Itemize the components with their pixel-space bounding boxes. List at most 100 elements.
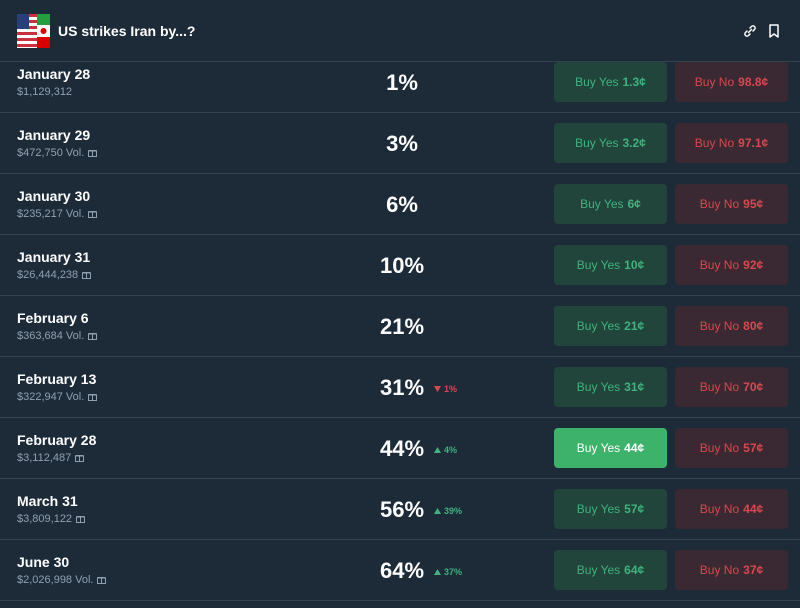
outcome-row: March 31 $3,809,122 56% 39% Buy Yes 57¢ Buy No… [0, 479, 800, 540]
button-price: 97.1¢ [738, 136, 769, 150]
reward-icon [88, 333, 98, 340]
probability: 64% [379, 558, 425, 583]
button-label: Buy Yes [576, 441, 621, 455]
probability: 6% [386, 192, 418, 217]
buy-yes-button[interactable]: Buy Yes 6¢ [554, 184, 667, 224]
volume-text: $1,129,312 [17, 86, 73, 98]
volume-text: $3,112,487 [17, 452, 72, 464]
outcome-row: January 28 $1,129,312 1% Buy Yes 1.3¢ Buy No 9… [0, 52, 800, 113]
outcome-row: February 28 $3,112,487 44% 4% Buy Yes 44¢ Buy … [0, 418, 800, 479]
button-label: Buy Yes [576, 319, 621, 333]
outcome-date: March 31 [17, 493, 78, 509]
outcome-date: January 28 [17, 66, 91, 82]
outcome-date: January 30 [17, 188, 91, 204]
button-label: Buy Yes [576, 380, 621, 394]
outcome-date: January 31 [17, 249, 91, 265]
button-price: 3.2¢ [622, 136, 646, 150]
link-button[interactable] [742, 23, 758, 39]
probability-change: 39% [434, 506, 462, 516]
outcome-date: February 28 [17, 432, 97, 448]
outcome-row: January 30 $235,217 Vol. 6% Buy Yes 6¢ Buy No… [0, 174, 800, 235]
button-price: 44¢ [743, 502, 764, 516]
buy-no-button[interactable]: Buy No 44¢ [675, 489, 788, 529]
probability-change: 37% [434, 567, 462, 577]
reward-icon [82, 272, 92, 279]
button-price: 70¢ [743, 380, 764, 394]
reward-icon [88, 394, 98, 401]
buy-yes-button[interactable]: Buy Yes 21¢ [554, 306, 667, 346]
probability: 1% [386, 70, 418, 95]
buy-yes-button[interactable]: Buy Yes 10¢ [554, 245, 667, 285]
volume-text: $322,947 Vol. [17, 391, 85, 403]
button-price: 92¢ [743, 258, 764, 272]
button-price: 64¢ [624, 563, 645, 577]
probability-change: 1% [434, 384, 457, 394]
buy-yes-button[interactable]: Buy Yes 44¢ [554, 428, 667, 468]
button-price: 31¢ [624, 380, 645, 394]
button-price: 1.3¢ [622, 75, 646, 89]
button-price: 57¢ [624, 502, 645, 516]
buy-no-button[interactable]: Buy No 97.1¢ [675, 123, 788, 163]
buy-yes-button[interactable]: Buy Yes 3.2¢ [554, 123, 667, 163]
probability-change: 4% [434, 445, 457, 455]
outcome-date: January 29 [17, 127, 91, 143]
outcome-volume: $472,750 Vol. [17, 147, 98, 159]
buy-yes-button[interactable]: Buy Yes 31¢ [554, 367, 667, 407]
button-label: Buy No [694, 75, 735, 89]
button-price: 57¢ [743, 441, 764, 455]
volume-text: $3,809,122 [17, 513, 73, 525]
probability: 44% [379, 436, 425, 461]
reward-icon [75, 455, 85, 462]
button-price: 80¢ [743, 319, 764, 333]
buy-no-button[interactable]: Buy No 70¢ [675, 367, 788, 407]
button-price: 37¢ [743, 563, 764, 577]
reward-icon [88, 211, 98, 218]
outcome-date: February 13 [17, 371, 97, 387]
change-text: 37% [444, 567, 463, 577]
outcome-volume: $1,129,312 [17, 86, 72, 98]
volume-text: $2,026,998 Vol. [17, 574, 94, 586]
down-arrow [434, 386, 441, 392]
button-price: 21¢ [624, 319, 645, 333]
outcome-list: January 28 $1,129,312 1% Buy Yes 1.3¢ Buy No 9… [0, 52, 800, 608]
up-arrow [434, 447, 441, 453]
change-text: 39% [444, 506, 463, 516]
outcome-volume: $26,444,238 [17, 269, 92, 281]
up-arrow [434, 569, 441, 575]
up-arrow [434, 508, 441, 514]
buy-no-button[interactable]: Buy No 57¢ [675, 428, 788, 468]
button-label: Buy Yes [575, 136, 619, 150]
volume-text: $363,684 Vol. [17, 330, 85, 342]
buy-no-button[interactable]: Buy No 80¢ [675, 306, 788, 346]
bookmark-button[interactable] [766, 23, 782, 39]
buy-no-button[interactable]: Buy No 92¢ [675, 245, 788, 285]
button-label: Buy Yes [575, 75, 619, 89]
header: US strikes Iran by...? [0, 0, 800, 62]
button-label: Buy Yes [580, 197, 624, 211]
buy-no-button[interactable]: Buy No 95¢ [675, 184, 788, 224]
buy-yes-button[interactable]: Buy Yes 1.3¢ [554, 62, 667, 102]
button-label: Buy Yes [576, 258, 621, 272]
buy-yes-button[interactable]: Buy Yes 57¢ [554, 489, 667, 529]
button-label: Buy No [699, 441, 740, 455]
volume-text: $26,444,238 [17, 269, 79, 281]
buy-yes-button[interactable]: Buy Yes 64¢ [554, 550, 667, 590]
button-price: 10¢ [624, 258, 645, 272]
outcome-volume: $235,217 Vol. [17, 208, 98, 220]
button-label: Buy No [699, 319, 740, 333]
button-label: Buy No [694, 136, 735, 150]
outcome-row: June 30 $2,026,998 Vol. 64% 37% Buy Yes 64¢ Bu… [0, 540, 800, 601]
volume-text: $472,750 Vol. [17, 147, 85, 159]
button-label: Buy No [699, 380, 740, 394]
buy-no-button[interactable]: Buy No 37¢ [675, 550, 788, 590]
button-label: Buy No [699, 197, 740, 211]
reward-icon [97, 577, 107, 584]
outcome-volume: $3,809,122 [17, 513, 86, 525]
outcome-row: January 29 $472,750 Vol. 3% Buy Yes 3.2¢ Buy … [0, 113, 800, 174]
reward-icon [76, 516, 86, 523]
buy-no-button[interactable]: Buy No 98.8¢ [675, 62, 788, 102]
outcome-volume: $363,684 Vol. [17, 330, 98, 342]
probability: 3% [386, 131, 418, 156]
outcome-date: June 30 [17, 554, 70, 570]
